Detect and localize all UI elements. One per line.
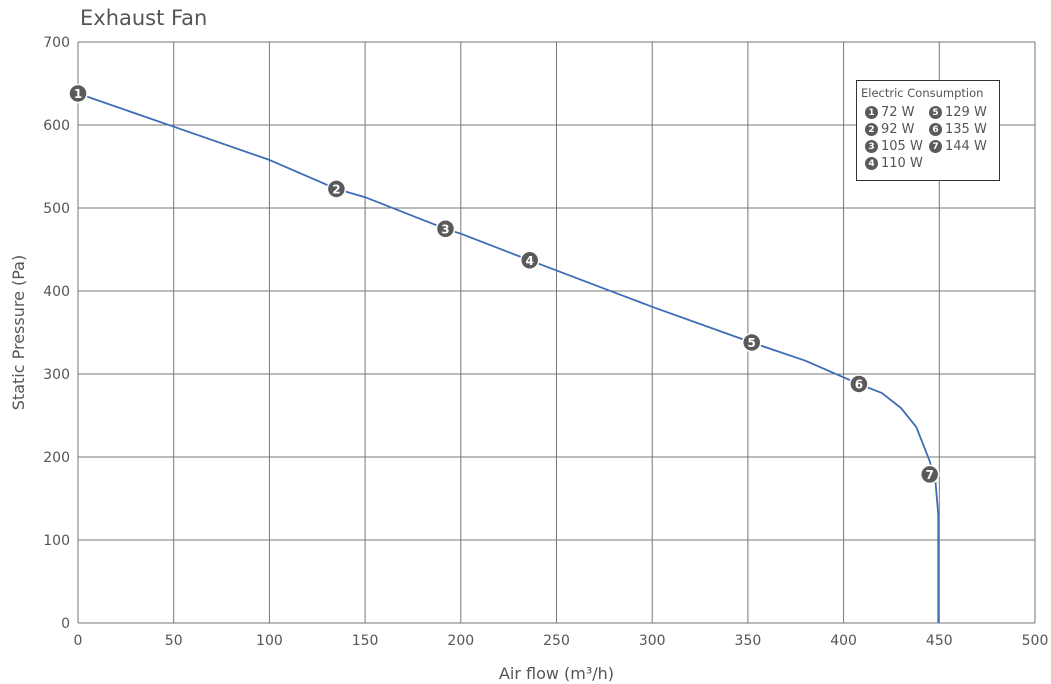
y-axis-label: Static Pressure (Pa) [9,255,28,410]
x-tick-label: 300 [639,633,666,649]
legend-item-label: 110 W [881,156,923,171]
legend-item-label: 105 W [881,139,923,154]
legend-number-badge: 3 [865,140,878,153]
y-tick-label: 0 [61,616,70,632]
legend-number-badge: 1 [865,106,878,119]
x-tick-label: 0 [74,633,83,649]
legend-item: 3 105 W [865,139,923,154]
chart-title: Exhaust Fan [80,6,208,30]
x-tick-label: 450 [926,633,953,649]
legend-item: 1 72 W [865,105,915,120]
point-marker-label: 1 [74,87,82,101]
point-marker-4 [519,250,540,271]
x-tick-label: 350 [735,633,762,649]
point-marker-label: 7 [926,468,934,482]
x-axis-label: Air flow (m³/h) [499,664,614,683]
series-line [77,92,940,623]
x-tick-label: 150 [352,633,379,649]
x-tick-label: 250 [543,633,570,649]
legend-title: Electric Consumption [861,86,984,100]
point-marker-2 [326,179,347,199]
legend-item-label: 144 W [945,139,987,154]
point-marker-label: 2 [332,182,340,196]
legend-item: 2 92 W [865,122,915,137]
x-tick-label: 50 [165,633,183,649]
legend-number-badge: 5 [929,106,942,119]
point-marker-label: 4 [526,254,534,268]
y-tick-label: 300 [43,367,70,383]
legend-item-label: 72 W [881,105,915,120]
point-marker-5 [741,332,762,353]
point-marker-label: 6 [855,377,863,391]
legend-number-badge: 4 [865,157,878,170]
y-tick-label: 500 [43,201,70,217]
point-marker-7 [919,464,940,485]
x-tick-label: 100 [256,633,283,649]
y-tick-label: 100 [43,533,70,549]
y-tick-label: 600 [43,118,70,134]
legend-item-label: 92 W [881,122,915,137]
point-marker-1 [68,83,88,104]
y-tick-label: 700 [43,35,70,51]
legend-item-label: 135 W [945,122,987,137]
x-tick-label: 400 [830,633,857,649]
point-marker-3 [435,219,456,239]
legend-item: 4 110 W [865,156,923,171]
legend-number-badge: 2 [865,123,878,136]
point-marker-label: 3 [441,222,449,236]
legend-item-label: 129 W [945,105,987,120]
y-tick-label: 200 [43,450,70,466]
legend-item: 6 135 W [929,122,987,137]
y-tick-label: 400 [43,284,70,300]
legend-number-badge: 6 [929,123,942,136]
x-tick-label: 200 [447,633,474,649]
x-tick-label: 500 [1022,633,1049,649]
legend-number-badge: 7 [929,140,942,153]
point-marker-6 [849,374,869,394]
point-marker-label: 5 [748,336,756,350]
legend-item: 5 129 W [929,105,987,120]
legend: Electric Consumption 1 72 W 2 92 W 3 105 W 4 11… [856,80,1000,181]
legend-item: 7 144 W [929,139,987,154]
